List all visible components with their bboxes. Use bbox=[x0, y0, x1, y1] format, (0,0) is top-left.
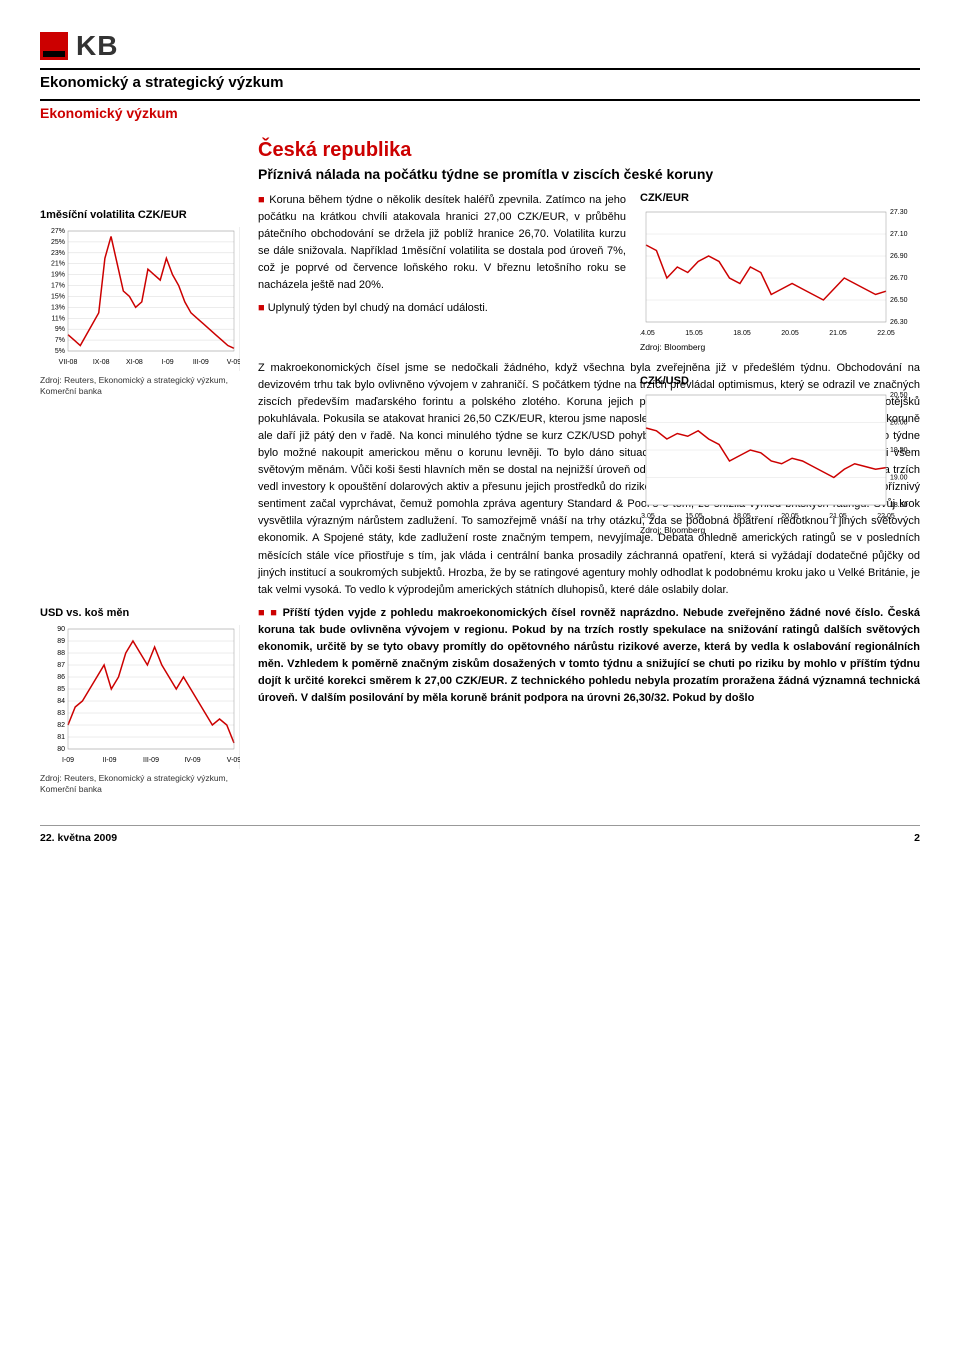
svg-text:18.50: 18.50 bbox=[890, 502, 908, 509]
rule-2 bbox=[40, 99, 920, 101]
paragraph-1-text: Koruna během týdne o několik desítek hal… bbox=[258, 194, 626, 291]
svg-text:9%: 9% bbox=[55, 326, 65, 333]
sidebar-chart1: 5% 7% 9% 11% 13% 15% 17% 19% 21% 23% 25% 27% VII-08 I… bbox=[40, 227, 240, 367]
sidebar-chart2: 80 81 82 83 84 85 86 87 88 89 90 I-09 II-09 III-09 IV-… bbox=[40, 625, 240, 765]
paragraph-3: ■ ■ Příští týden vyjde z pohledu makroek… bbox=[258, 605, 920, 707]
footer-page: 2 bbox=[914, 832, 920, 844]
svg-text:22.05: 22.05 bbox=[877, 513, 895, 520]
svg-text:22.05: 22.05 bbox=[877, 330, 895, 337]
svg-text:88: 88 bbox=[57, 650, 65, 657]
svg-text:27.10: 27.10 bbox=[890, 231, 908, 238]
footer-date: 22. května 2009 bbox=[40, 832, 117, 844]
inset-chart2: 18.50 19.00 19.50 20.00 20.50 13.05 15.05 18.05… bbox=[640, 391, 920, 521]
svg-text:86: 86 bbox=[57, 674, 65, 681]
svg-text:15.05: 15.05 bbox=[685, 513, 703, 520]
svg-text:V-09: V-09 bbox=[227, 359, 240, 366]
svg-text:20.05: 20.05 bbox=[781, 330, 799, 337]
svg-text:15%: 15% bbox=[51, 293, 65, 300]
svg-text:19.50: 19.50 bbox=[890, 447, 908, 454]
svg-text:25%: 25% bbox=[51, 239, 65, 246]
svg-text:V-09: V-09 bbox=[227, 757, 240, 764]
svg-text:18.05: 18.05 bbox=[733, 513, 751, 520]
svg-text:14.05: 14.05 bbox=[640, 330, 655, 337]
svg-text:20.05: 20.05 bbox=[781, 513, 799, 520]
paragraph-2a: ■ Uplynulý týden byl chudý na domácí udá… bbox=[258, 300, 626, 317]
svg-text:XI-08: XI-08 bbox=[126, 359, 143, 366]
logo-row: KB bbox=[40, 30, 920, 62]
header-secondary: Ekonomický výzkum bbox=[40, 105, 920, 121]
svg-text:5%: 5% bbox=[55, 348, 65, 355]
logo-icon bbox=[40, 32, 68, 60]
inset-chart1: 26.30 26.50 26.70 26.90 27.10 27.30 14.05 15.05… bbox=[640, 208, 920, 338]
footer: 22. května 2009 2 bbox=[40, 825, 920, 844]
header-primary: Ekonomický a strategický výzkum bbox=[40, 74, 920, 91]
svg-text:11%: 11% bbox=[52, 315, 66, 322]
svg-text:13%: 13% bbox=[51, 304, 65, 311]
paragraph-3-text: Příští týden vyjde z pohledu makroekonom… bbox=[258, 607, 920, 704]
svg-text:82: 82 bbox=[57, 722, 65, 729]
inset-chart1-title: CZK/EUR bbox=[640, 192, 920, 204]
svg-text:7%: 7% bbox=[55, 337, 65, 344]
inset-chart1-source: Zdroj: Bloomberg bbox=[640, 342, 920, 352]
rule-top bbox=[40, 68, 920, 70]
svg-text:21%: 21% bbox=[51, 261, 65, 268]
paragraph-1: ■ Koruna během týdne o několik desítek h… bbox=[258, 192, 626, 294]
svg-text:IX-08: IX-08 bbox=[93, 359, 110, 366]
svg-text:IV-09: IV-09 bbox=[184, 757, 200, 764]
sidebar-chart2-source: Zdroj: Reuters, Ekonomický a strategický… bbox=[40, 773, 240, 795]
svg-text:27.30: 27.30 bbox=[890, 209, 908, 216]
paragraph-2a-text: Uplynulý týden byl chudý na domácí událo… bbox=[268, 302, 488, 314]
svg-text:26.70: 26.70 bbox=[890, 275, 908, 282]
svg-text:18.05: 18.05 bbox=[733, 330, 751, 337]
svg-text:85: 85 bbox=[57, 686, 65, 693]
svg-text:19%: 19% bbox=[51, 272, 65, 279]
inset-chart2-title: CZK/USD bbox=[640, 375, 920, 387]
sidebar-chart1-title: 1měsíční volatilita CZK/EUR bbox=[40, 209, 240, 221]
svg-text:87: 87 bbox=[57, 662, 65, 669]
svg-text:26.90: 26.90 bbox=[890, 253, 908, 260]
svg-text:26.30: 26.30 bbox=[890, 319, 908, 326]
svg-text:21.05: 21.05 bbox=[829, 513, 847, 520]
sidebar-chart1-source: Zdroj: Reuters, Ekonomický a strategický… bbox=[40, 375, 240, 397]
article-title: Příznivá nálada na počátku týdne se prom… bbox=[258, 166, 920, 182]
svg-text:19.00: 19.00 bbox=[890, 474, 908, 481]
svg-text:17%: 17% bbox=[51, 283, 65, 290]
svg-text:I-09: I-09 bbox=[62, 757, 74, 764]
logo-text: KB bbox=[76, 30, 118, 62]
svg-text:89: 89 bbox=[57, 638, 65, 645]
sidebar: 1měsíční volatilita CZK/EUR 5% 7% 9% 11% 13%… bbox=[40, 139, 240, 795]
svg-text:26.50: 26.50 bbox=[890, 297, 908, 304]
svg-text:80: 80 bbox=[57, 746, 65, 753]
svg-text:20.00: 20.00 bbox=[890, 419, 908, 426]
sidebar-chart2-title: USD vs. koš měn bbox=[40, 607, 240, 619]
svg-text:III-09: III-09 bbox=[193, 359, 209, 366]
svg-text:23%: 23% bbox=[51, 250, 65, 257]
svg-text:III-09: III-09 bbox=[143, 757, 159, 764]
svg-text:I-09: I-09 bbox=[162, 359, 174, 366]
svg-text:83: 83 bbox=[57, 710, 65, 717]
inset-chart2-source: Zdroj: Bloomberg bbox=[640, 525, 920, 535]
svg-text:81: 81 bbox=[57, 734, 65, 741]
svg-text:VII-08: VII-08 bbox=[59, 359, 78, 366]
svg-text:II-09: II-09 bbox=[102, 757, 116, 764]
svg-text:84: 84 bbox=[57, 698, 65, 705]
svg-text:90: 90 bbox=[57, 626, 65, 633]
svg-text:20.50: 20.50 bbox=[890, 392, 908, 399]
svg-text:27%: 27% bbox=[51, 228, 65, 235]
svg-text:21.05: 21.05 bbox=[829, 330, 847, 337]
svg-text:13.05: 13.05 bbox=[640, 513, 655, 520]
country-heading: Česká republika bbox=[258, 139, 920, 162]
main-column: Česká republika Příznivá nálada na počát… bbox=[258, 139, 920, 795]
svg-text:15.05: 15.05 bbox=[685, 330, 703, 337]
